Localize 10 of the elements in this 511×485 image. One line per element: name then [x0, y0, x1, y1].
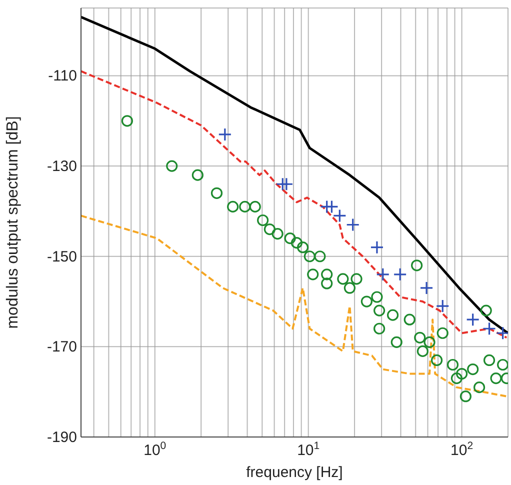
x-tick-label: 10$^{1}$	[297, 440, 320, 459]
y-axis-title: modulus output spectrum [dB]	[4, 116, 22, 329]
x-axis-title: frequency [Hz]	[246, 464, 343, 481]
y-tick-label: -110	[48, 68, 77, 85]
x-tick-label: 10$^{0}$	[144, 440, 166, 459]
y-tick-label: -190	[46, 429, 77, 446]
y-tick-label: -130	[46, 158, 77, 176]
y-tick-label: -170	[46, 338, 77, 356]
y-tick-label: -150	[46, 248, 77, 266]
x-tick-label: 10$^{2}$	[450, 440, 474, 459]
